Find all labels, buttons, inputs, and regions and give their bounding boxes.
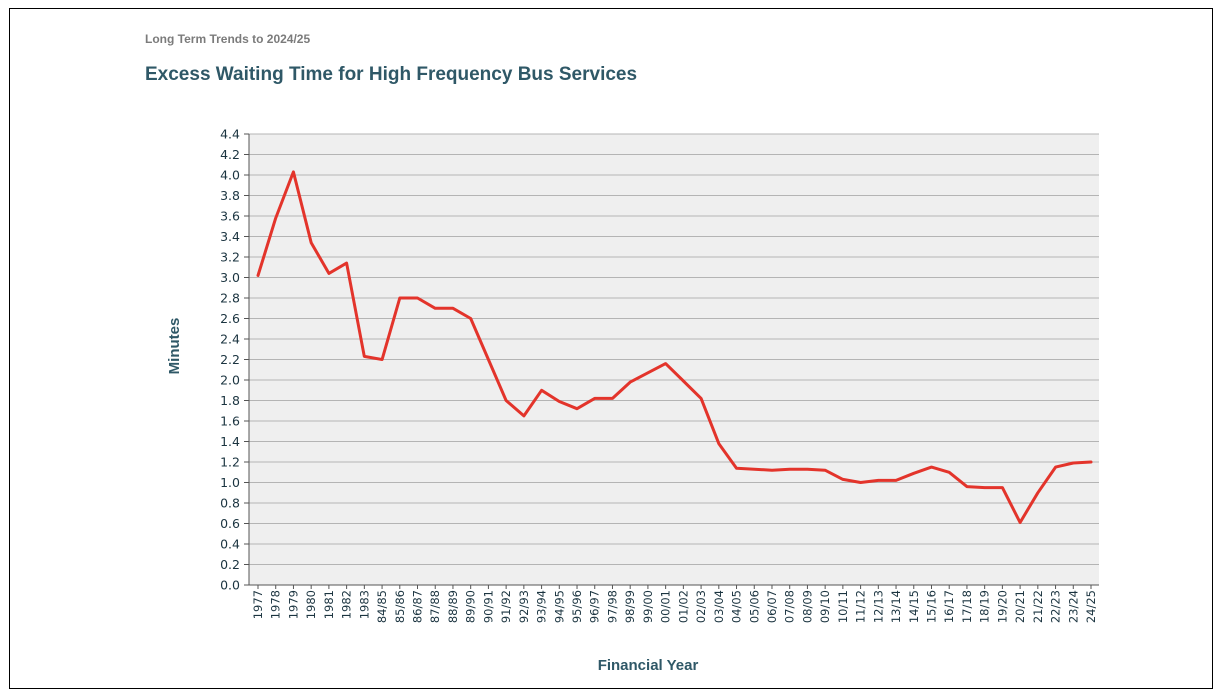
x-tick-label: 86/87: [411, 590, 425, 623]
y-tick-label: 2.2: [220, 352, 240, 367]
x-tick-label: 07/08: [783, 590, 797, 623]
x-tick-label: 24/25: [1084, 590, 1098, 623]
y-tick-label: 0.8: [220, 496, 240, 511]
y-tick-label: 3.4: [220, 229, 240, 244]
x-tick-label: 99/00: [641, 590, 655, 623]
y-axis-title: Minutes: [166, 318, 183, 375]
y-tick-label: 2.0: [220, 373, 240, 388]
x-tick-label: 13/14: [889, 590, 903, 623]
y-tick-label: 2.6: [220, 311, 240, 326]
x-tick-label: 96/97: [588, 590, 602, 623]
y-tick-label: 3.8: [220, 188, 240, 203]
x-tick-label: 98/99: [623, 590, 637, 623]
y-tick-label: 4.0: [220, 168, 240, 183]
x-tick-label: 95/96: [570, 590, 584, 623]
x-tick-label: 84/85: [375, 590, 389, 623]
y-tick-label: 2.8: [220, 291, 240, 306]
x-tick-label: 1981: [322, 590, 336, 619]
x-tick-label: 93/94: [535, 590, 549, 623]
x-tick-label: 02/03: [694, 590, 708, 623]
y-tick-label: 0.6: [220, 516, 240, 531]
x-tick-label: 88/89: [446, 590, 460, 623]
x-tick-label: 08/09: [800, 590, 814, 623]
y-tick-label: 0.2: [220, 557, 240, 572]
y-tick-label: 4.2: [220, 147, 240, 162]
x-axis-title: Financial Year: [598, 657, 699, 674]
x-tick-label: 20/21: [1013, 590, 1027, 623]
x-tick-label: 12/13: [871, 590, 885, 623]
x-tick-label: 1977: [251, 590, 265, 619]
x-tick-label: 23/24: [1066, 590, 1080, 623]
x-tick-label: 01/02: [676, 590, 690, 623]
page-subtitle: Long Term Trends to 2024/25: [145, 32, 311, 46]
x-tick-label: 16/17: [942, 590, 956, 623]
x-tick-label: 10/11: [836, 590, 850, 623]
y-tick-label: 1.6: [220, 414, 240, 429]
x-tick-label: 17/18: [960, 590, 974, 623]
chart-title: Excess Waiting Time for High Frequency B…: [145, 64, 638, 85]
x-tick-label: 1978: [269, 590, 283, 619]
x-tick-label: 92/93: [517, 590, 531, 623]
x-tick-label: 05/06: [747, 590, 761, 623]
y-tick-label: 3.6: [220, 209, 240, 224]
x-tick-label: 85/86: [393, 590, 407, 623]
x-tick-label: 89/90: [464, 590, 478, 623]
x-tick-label: 18/19: [978, 590, 992, 623]
x-tick-label: 09/10: [818, 590, 832, 623]
x-tick-label: 94/95: [552, 590, 566, 623]
x-tick-label: 1983: [357, 590, 371, 619]
y-tick-label: 3.0: [220, 270, 240, 285]
x-tick-label: 14/15: [907, 590, 921, 623]
x-tick-label: 06/07: [765, 590, 779, 623]
y-tick-label: 1.8: [220, 393, 240, 408]
x-tick-label: 19/20: [995, 590, 1009, 623]
y-tick-label: 0.0: [220, 578, 240, 593]
x-tick-label: 21/22: [1031, 590, 1045, 623]
x-tick-label: 1982: [340, 590, 354, 619]
y-tick-label: 0.4: [220, 537, 240, 552]
y-tick-label: 4.4: [220, 127, 240, 142]
x-tick-label: 22/23: [1049, 590, 1063, 623]
x-tick-label: 04/05: [730, 590, 744, 623]
x-tick-label: 00/01: [659, 590, 673, 623]
series-line-0: [256, 170, 1093, 524]
x-tick-label: 15/16: [924, 590, 938, 623]
x-tick-label: 90/91: [481, 590, 495, 623]
x-tick-label: 11/12: [854, 590, 868, 623]
y-tick-label: 2.4: [220, 332, 240, 347]
x-tick-label: 1980: [304, 590, 318, 619]
x-tick-label: 1979: [286, 590, 300, 619]
y-tick-label: 3.2: [220, 250, 240, 265]
x-tick-label: 91/92: [499, 590, 513, 623]
x-tick-label: 97/98: [605, 590, 619, 623]
y-tick-label: 1.2: [220, 455, 240, 470]
y-tick-label: 1.4: [220, 434, 240, 449]
x-tick-label: 03/04: [712, 590, 726, 623]
x-tick-label: 87/88: [428, 590, 442, 623]
y-tick-label: 1.0: [220, 475, 240, 490]
